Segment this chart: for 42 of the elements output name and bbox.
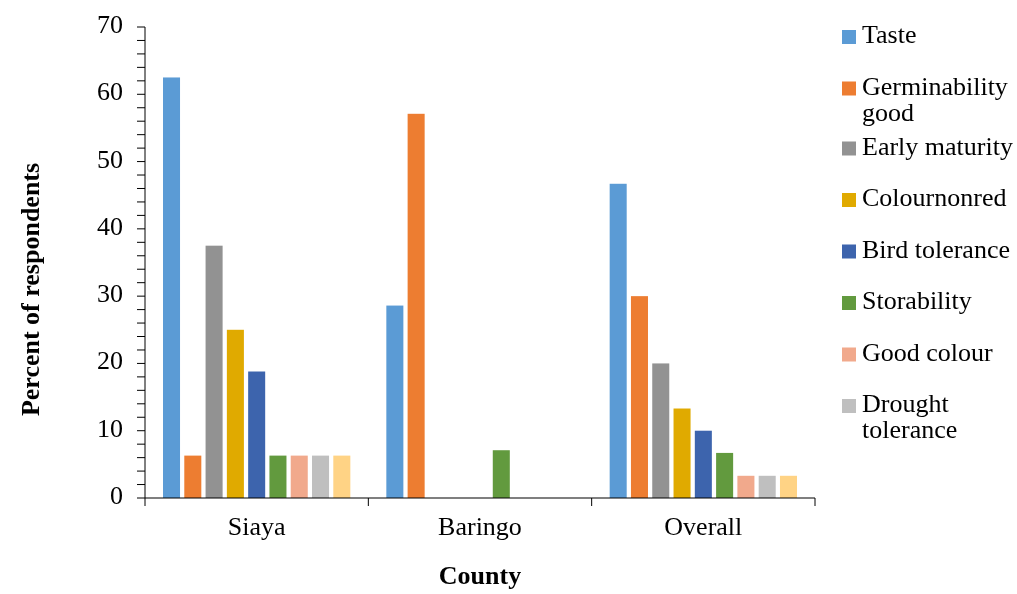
y-tick-label: 40 [97,211,123,241]
y-tick-label: 50 [97,144,123,174]
bar [737,475,755,498]
bar [226,329,244,498]
bar [779,475,797,498]
y-tick-label: 10 [97,413,123,443]
x-axis-title: County [438,560,522,590]
bar [386,305,404,498]
bar [492,450,510,498]
bar [333,455,351,498]
y-tick-label: 20 [97,346,123,376]
bar [163,77,181,498]
legend-label: Colournonred [862,182,1007,212]
bar [673,408,691,498]
legend-label: Storability [862,285,972,315]
y-tick-label: 0 [110,480,123,510]
y-tick-label: 60 [97,77,123,107]
bar [630,296,648,498]
bar [269,455,287,498]
bar [609,183,627,498]
bar [716,452,734,498]
legend-label: Germinability good [862,71,1008,127]
legend-label: Early maturity [862,131,1013,161]
y-tick-label: 70 [97,9,123,39]
legend-label: Bird tolerance [862,234,1010,264]
bar [652,363,670,498]
bar [205,245,223,498]
x-tick-label: Baringo [438,511,522,541]
legend-label: Taste [862,19,917,49]
bar [694,430,712,498]
x-tick-label: Siaya [227,511,287,541]
y-tick-label: 30 [97,279,123,309]
x-tick-label: Overall [664,511,743,541]
bar [407,113,425,498]
bar [290,455,308,498]
bar [248,371,266,498]
bar [758,475,776,498]
y-axis-title: Percent of respondents [15,162,45,417]
bar [312,455,330,498]
bar [184,455,202,498]
legend-label: Drought tolerance [862,388,958,444]
legend-label: Good colour [862,337,994,367]
